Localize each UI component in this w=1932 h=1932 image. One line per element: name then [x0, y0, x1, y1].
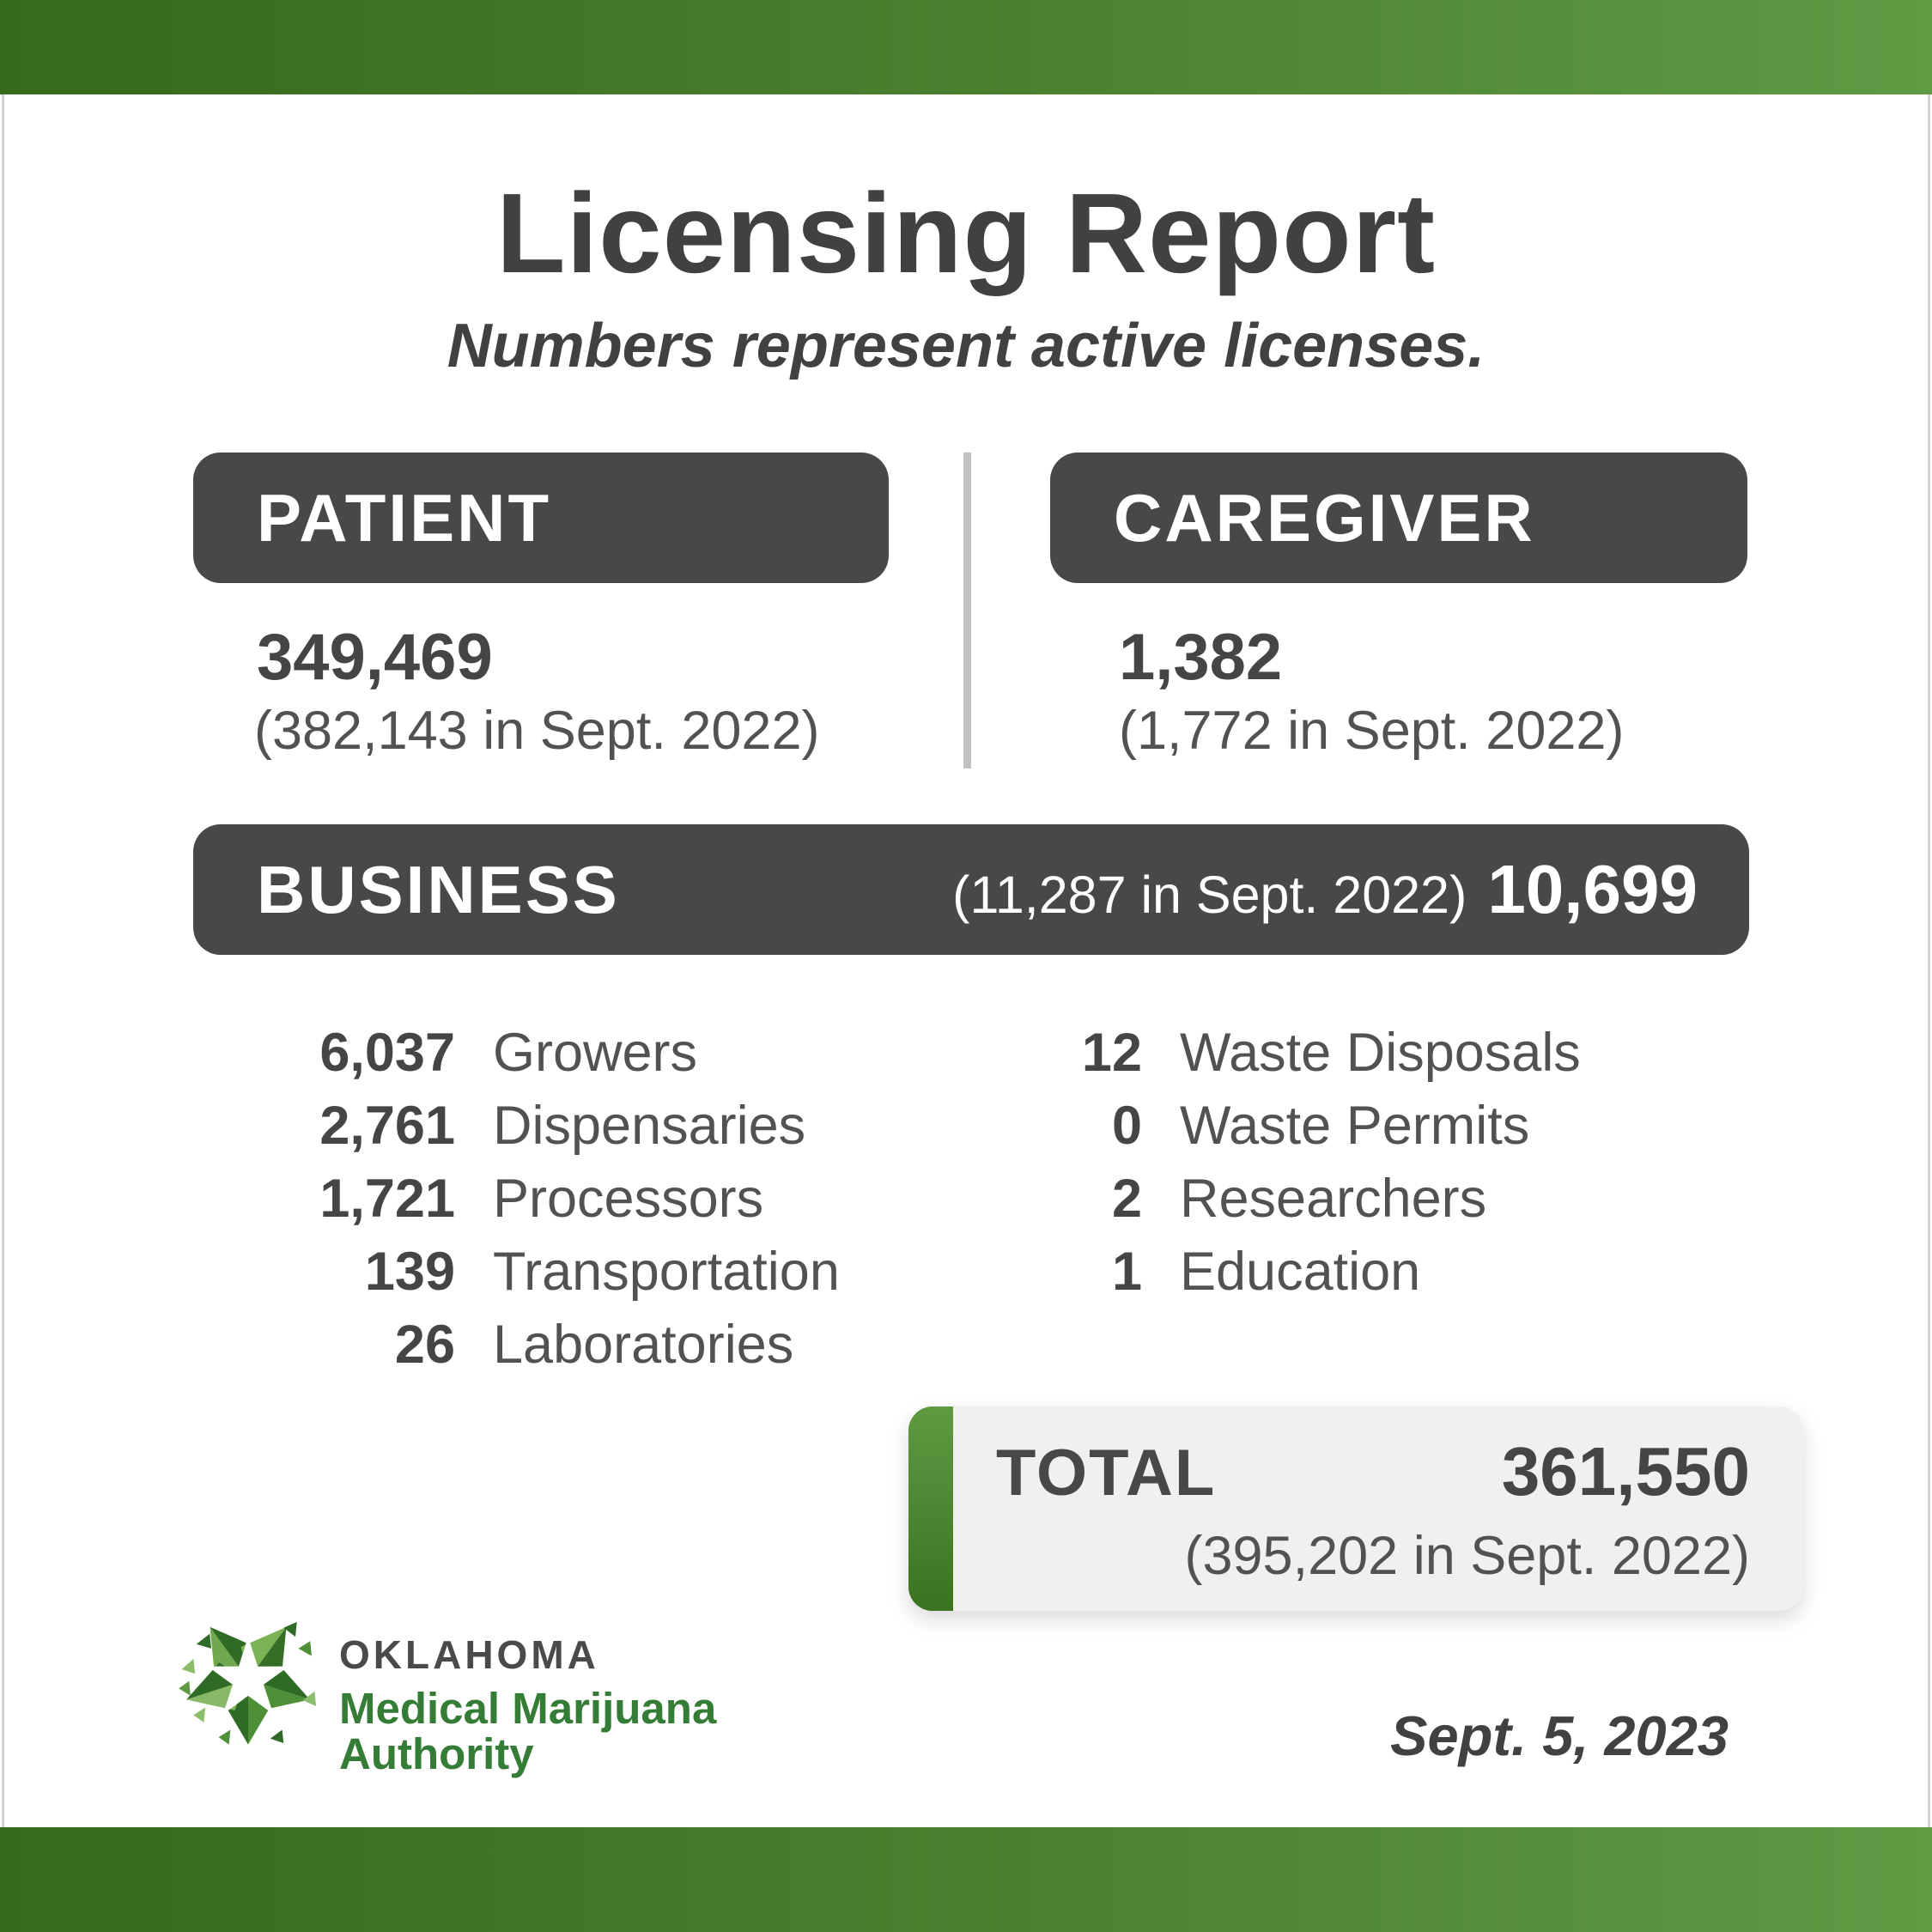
item-count: 139 [364, 1241, 455, 1302]
report-date: Sept. 5, 2023 [1390, 1704, 1728, 1767]
item-count: 0 [1111, 1095, 1142, 1156]
business-previous-count: (11,287 in Sept. 2022) [952, 866, 1467, 924]
item-count: 1 [1111, 1241, 1142, 1302]
total-row: TOTAL 361,550 [996, 1432, 1750, 1511]
business-header-stats: (11,287 in Sept. 2022) 10,699 [952, 850, 1698, 929]
business-count: 10,699 [1487, 851, 1698, 927]
business-list-right: 12 Waste Disposals 0 Waste Permits 2 Res… [969, 1016, 1776, 1308]
business-section-label: BUSINESS [257, 851, 620, 927]
logo-org-state: OKLAHOMA [339, 1632, 599, 1677]
business-list-item: 2,761 Dispensaries [206, 1089, 979, 1162]
patient-section-header: PATIENT [193, 453, 889, 583]
top-accent-bar [0, 0, 1932, 94]
item-count: 2 [1111, 1168, 1142, 1229]
item-count: 12 [1081, 1022, 1142, 1083]
total-previous-count: (395,202 in Sept. 2022) [1184, 1526, 1751, 1586]
caregiver-count: 1,382 [1119, 621, 1283, 694]
page-subtitle: Numbers represent active licenses. [447, 312, 1485, 380]
logo-org-name-line1: Medical Marijuana [339, 1684, 717, 1733]
business-list-item: 1 Education [969, 1235, 1776, 1308]
omma-logo-text: OKLAHOMA Medical Marijuana Authority [339, 1606, 716, 1777]
caregiver-section-header: CAREGIVER [1050, 453, 1747, 583]
business-list-item: 139 Transportation [206, 1235, 979, 1308]
business-list-item: 1,721 Processors [206, 1162, 979, 1235]
caregiver-section-label: CAREGIVER [1114, 479, 1535, 556]
left-edge-line [2, 94, 4, 1827]
item-label: Researchers [1180, 1168, 1487, 1229]
total-count: 361,550 [1501, 1433, 1750, 1510]
business-list-item: 26 Laboratories [206, 1308, 979, 1381]
business-list-item: 12 Waste Disposals [969, 1016, 1776, 1089]
item-label: Waste Permits [1180, 1095, 1530, 1156]
item-label: Education [1180, 1241, 1421, 1302]
right-edge-line [1928, 94, 1930, 1827]
total-label: TOTAL [996, 1437, 1217, 1510]
item-count: 1,721 [319, 1168, 455, 1229]
section-divider [963, 453, 971, 769]
total-summary-card: TOTAL 361,550 (395,202 in Sept. 2022) [908, 1406, 1803, 1611]
item-count: 26 [394, 1314, 455, 1375]
item-label: Transportation [493, 1241, 840, 1302]
item-count: 2,761 [319, 1095, 455, 1156]
item-label: Processors [493, 1168, 764, 1229]
business-section-header: BUSINESS (11,287 in Sept. 2022) 10,699 [193, 824, 1749, 955]
omma-star-logo-icon [179, 1621, 317, 1745]
item-label: Waste Disposals [1180, 1022, 1581, 1083]
logo-org-name-line2: Authority [339, 1729, 534, 1778]
item-label: Laboratories [493, 1314, 794, 1375]
total-accent-stripe [908, 1406, 953, 1611]
patient-previous-count: (382,143 in Sept. 2022) [254, 701, 820, 761]
patient-section-label: PATIENT [257, 479, 552, 556]
omma-logo: OKLAHOMA Medical Marijuana Authority [174, 1606, 716, 1777]
business-list-left: 6,037 Growers 2,761 Dispensaries 1,721 P… [206, 1016, 979, 1381]
item-count: 6,037 [319, 1022, 455, 1083]
caregiver-previous-count: (1,772 in Sept. 2022) [1119, 701, 1625, 761]
item-label: Dispensaries [493, 1095, 806, 1156]
page-title: Licensing Report [495, 170, 1437, 296]
business-list-item: 2 Researchers [969, 1162, 1776, 1235]
business-list-item: 6,037 Growers [206, 1016, 979, 1089]
patient-count: 349,469 [257, 621, 493, 694]
item-label: Growers [493, 1022, 698, 1083]
bottom-accent-bar [0, 1827, 1932, 1932]
business-list-item: 0 Waste Permits [969, 1089, 1776, 1162]
